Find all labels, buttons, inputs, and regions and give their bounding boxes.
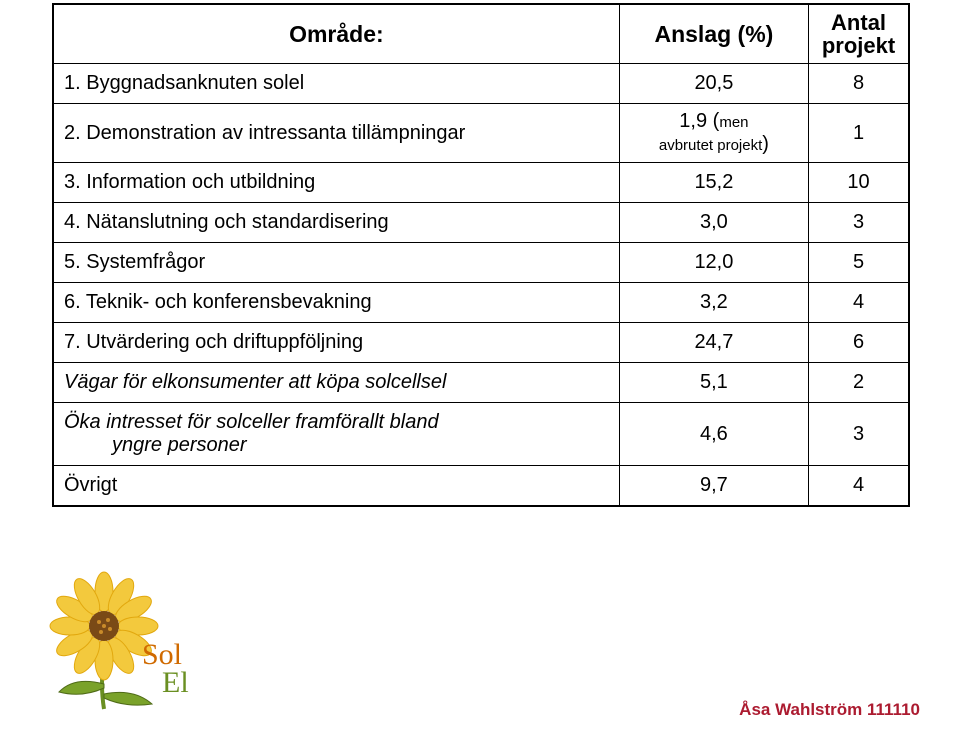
row-count: 6 xyxy=(809,323,909,363)
row-val: 4,6 xyxy=(619,403,808,466)
table-row: 7. Utvärdering och driftuppföljning 24,7… xyxy=(54,323,909,363)
table-row: Öka intresset för solceller framförallt … xyxy=(54,403,909,466)
table-container: Område: Anslag (%) Antal projekt 1. Bygg… xyxy=(52,3,910,507)
row-count: 4 xyxy=(809,283,909,323)
row-name: 5. Systemfrågor xyxy=(54,243,620,283)
val-end: ) xyxy=(762,133,769,155)
row-name: 7. Utvärdering och driftuppföljning xyxy=(54,323,620,363)
row-name: Öka intresset för solceller framförallt … xyxy=(54,403,620,466)
header-antal: Antal xyxy=(831,10,886,35)
data-table: Område: Anslag (%) Antal projekt 1. Bygg… xyxy=(53,4,909,506)
row-count: 5 xyxy=(809,243,909,283)
header-projekt: projekt xyxy=(822,33,895,58)
row-name: 2. Demonstration av intressanta tillämpn… xyxy=(54,104,620,163)
row-name-line2: yngre personer xyxy=(64,434,609,457)
val-main: 1,9 ( xyxy=(679,110,719,132)
row-val: 3,0 xyxy=(619,203,808,243)
row-val: 3,2 xyxy=(619,283,808,323)
table-row: 3. Information och utbildning 15,2 10 xyxy=(54,163,909,203)
row-name-line1: Öka intresset för solceller framförallt … xyxy=(64,411,439,433)
row-name: 3. Information och utbildning xyxy=(54,163,620,203)
table-row: Vägar för elkonsumenter att köpa solcell… xyxy=(54,363,909,403)
row-val: 24,7 xyxy=(619,323,808,363)
row-count: 1 xyxy=(809,104,909,163)
row-val: 1,9 (men avbrutet projekt) xyxy=(619,104,808,163)
table-row: 2. Demonstration av intressanta tillämpn… xyxy=(54,104,909,163)
row-val: 15,2 xyxy=(619,163,808,203)
row-val: 5,1 xyxy=(619,363,808,403)
flower-svg: Sol El xyxy=(34,564,194,714)
row-name: 1. Byggnadsanknuten solel xyxy=(54,64,620,104)
table-row: Övrigt 9,7 4 xyxy=(54,466,909,506)
table-row: 1. Byggnadsanknuten solel 20,5 8 xyxy=(54,64,909,104)
row-count: 4 xyxy=(809,466,909,506)
val-note2: avbrutet projekt xyxy=(659,137,762,154)
logo-text-el: El xyxy=(162,666,189,699)
row-name: Vägar för elkonsumenter att köpa solcell… xyxy=(54,363,620,403)
table-header-row: Område: Anslag (%) Antal projekt xyxy=(54,5,909,64)
row-name: 4. Nätanslutning och standardisering xyxy=(54,203,620,243)
row-count: 2 xyxy=(809,363,909,403)
header-antal-projekt: Antal projekt xyxy=(809,5,909,64)
table-row: 6. Teknik- och konferensbevakning 3,2 4 xyxy=(54,283,909,323)
row-count: 3 xyxy=(809,403,909,466)
row-name: 6. Teknik- och konferensbevakning xyxy=(54,283,620,323)
row-val: 20,5 xyxy=(619,64,808,104)
val-note1: men xyxy=(719,114,748,131)
flower-logo: Sol El xyxy=(34,564,194,714)
row-count: 10 xyxy=(809,163,909,203)
row-count: 3 xyxy=(809,203,909,243)
row-val: 12,0 xyxy=(619,243,808,283)
table-row: 5. Systemfrågor 12,0 5 xyxy=(54,243,909,283)
header-anslag: Anslag (%) xyxy=(619,5,808,64)
header-omrade: Område: xyxy=(54,5,620,64)
footer-author: Åsa Wahlström 111110 xyxy=(739,700,920,720)
row-val: 9,7 xyxy=(619,466,808,506)
table-row: 4. Nätanslutning och standardisering 3,0… xyxy=(54,203,909,243)
row-name: Övrigt xyxy=(54,466,620,506)
row-count: 8 xyxy=(809,64,909,104)
